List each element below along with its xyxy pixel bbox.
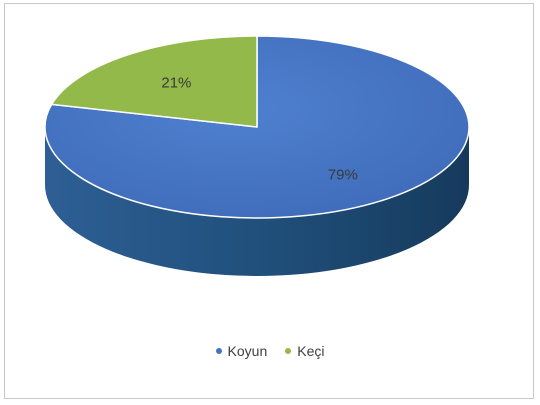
data-label-keçi: 21% <box>161 74 191 91</box>
legend: Koyun Keçi <box>0 343 540 359</box>
legend-marker <box>285 348 292 354</box>
legend-item-koyun: Koyun <box>215 343 268 359</box>
legend-item-keci: Keçi <box>285 343 324 359</box>
legend-label: Keçi <box>297 343 325 359</box>
pie-side-koyun <box>45 127 469 276</box>
legend-marker <box>215 348 222 354</box>
legend-label: Koyun <box>227 343 268 359</box>
pie-slice-keçi <box>50 35 258 128</box>
data-label-koyun: 79% <box>328 167 358 184</box>
